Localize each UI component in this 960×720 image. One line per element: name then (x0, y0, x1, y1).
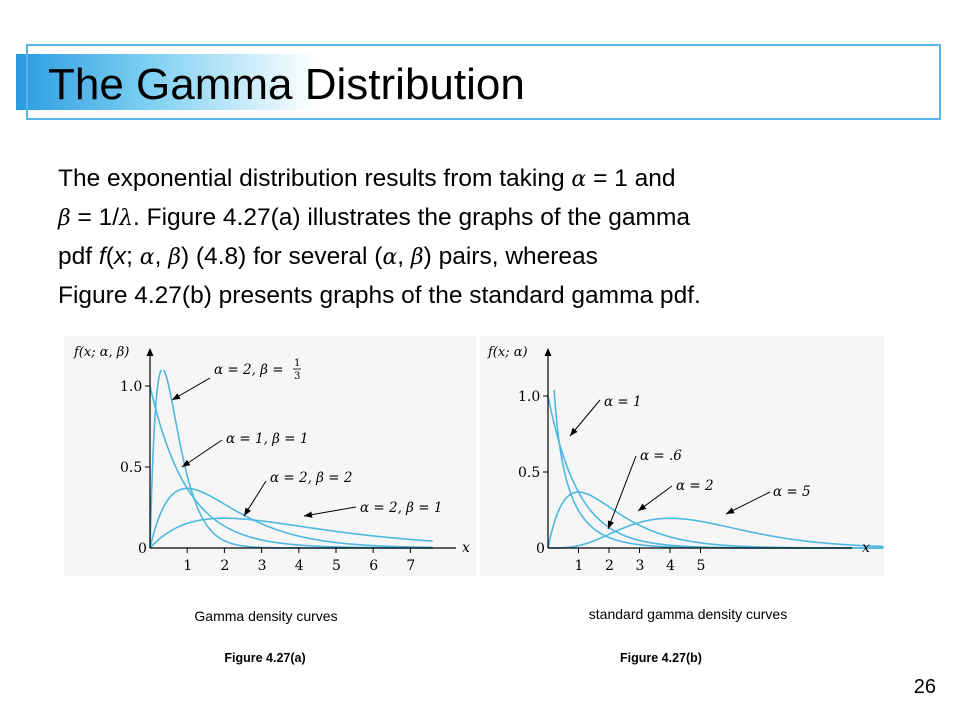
body-line-1: The exponential distribution results fro… (58, 160, 938, 199)
chartA-ytick-label-0: 0 (138, 541, 147, 557)
chartB-series-4 (548, 517, 884, 549)
text-run: ( (105, 243, 114, 270)
alpha-symbol: α (382, 245, 398, 270)
chartA-xtick-label-2: 2 (220, 558, 229, 574)
text-run: ) pairs, whereas (423, 243, 598, 270)
chart-b-annotation-4: α = 5 (773, 484, 811, 500)
chart-b-y-arrowhead (544, 348, 552, 356)
body-paragraph: The exponential distribution results fro… (58, 160, 938, 315)
text-run: ; (126, 243, 140, 270)
chart-a-annotation-2: α = 1, β = 1 (226, 431, 308, 447)
chartA-ytick-label-0.5: 0.5 (120, 460, 142, 476)
x-symbol: x (113, 243, 127, 270)
chart-b-annotation-2: α = .6 (640, 448, 682, 464)
text-run: , (397, 243, 411, 270)
text-run: pdf (58, 243, 99, 270)
body-line-2: β = 1/λ. Figure 4.27(a) illustrates the … (58, 199, 938, 238)
chart-b-arrow-3-head (638, 503, 647, 511)
lambda-symbol: λ (119, 206, 134, 231)
alpha-symbol: α (139, 245, 155, 270)
chart-a-curves (149, 369, 433, 549)
chart-b-figure-label: Figure 4.27(b) (620, 651, 702, 665)
chart-a-y-arrowhead (146, 348, 154, 356)
chartB-xtick-label-5: 5 (697, 558, 706, 574)
chartB-ytick-label-0: 0 (536, 541, 545, 557)
chartA-xtick-label-7: 7 (406, 558, 415, 574)
beta-symbol: β (168, 245, 181, 270)
chartA-xtick-label-6: 6 (369, 558, 378, 574)
chart-a-annotation-1: α = 2, β = (214, 362, 284, 378)
chart-a-panel: 1 2 3 4 5 6 7 0 0.5 1.0 f(x; α, β) x α = 2, β = 1… (64, 336, 476, 576)
chart-a-arrow-2 (181, 439, 223, 468)
text-run: , (154, 243, 169, 270)
chart-a-arrow-3-head (244, 507, 251, 516)
chartB-xtick-label-4: 4 (666, 558, 675, 574)
text-run: = 1 and (586, 165, 676, 192)
chart-b-caption: standard gamma density curves (588, 606, 788, 622)
chart-a-arrows (171, 377, 357, 518)
chart-b-annotation-3: α = 2 (676, 478, 714, 494)
chartB-xtick-label-1: 1 (575, 558, 584, 574)
chart-a-xlabel: x (462, 540, 470, 556)
chartB-xtick-label-3: 3 (636, 558, 645, 574)
chart-a-annotation-4: α = 2, β = 1 (360, 500, 442, 516)
chart-a-arrow-4 (303, 506, 357, 517)
chartA-series-4 (149, 487, 433, 549)
chart-b-panel: 1 2 3 4 5 0 0.5 1.0 f(x; α) x α = 1 α = .6 α = … (480, 336, 884, 576)
chart-a-caption: Gamma density curves (194, 608, 338, 624)
chartA-xtick-label-4: 4 (295, 558, 304, 574)
alpha-symbol: α (571, 167, 587, 192)
title-accent-bar (16, 54, 316, 110)
chart-b-arrow-2 (607, 455, 637, 530)
chart-b-annotation-1: α = 1 (604, 394, 642, 410)
chartB-ytick-label-1.0: 1.0 (518, 389, 540, 405)
chartB-xtick-label-2: 2 (605, 558, 614, 574)
chartA-xtick-label-5: 5 (332, 558, 341, 574)
chart-b-arrow-4 (725, 491, 771, 515)
title-frame (26, 44, 941, 120)
chartA-series-2 (149, 385, 433, 549)
chartA-xtick-label-1: 1 (183, 558, 192, 574)
f-symbol: f (98, 243, 106, 270)
chart-b-svg: 1 2 3 4 5 0 0.5 1.0 f(x; α) x α = 1 α = .6 α = … (487, 345, 884, 574)
chart-b-arrow-2-head (607, 520, 614, 529)
chart-b-arrows (569, 399, 771, 530)
chart-b-arrow-1-head (570, 427, 578, 436)
chart-a-arrow-1-head (172, 393, 181, 400)
chart-b-curves (547, 389, 884, 549)
slide-title: The Gamma Distribution (48, 60, 525, 109)
chartA-series-3 (149, 517, 433, 549)
text-run: . Figure 4.27(a) illustrates the graphs … (133, 204, 690, 231)
chartA-xtick-label-3: 3 (258, 558, 267, 574)
chart-a-annotation-1-num: 1 (294, 358, 300, 369)
chart-a-svg: 1 2 3 4 5 6 7 0 0.5 1.0 f(x; α, β) x α = 2, β = 1… (73, 345, 470, 574)
beta-symbol: β (58, 206, 71, 231)
slide-number: 26 (913, 676, 936, 698)
text-run: ) (4.8) for several ( (180, 243, 383, 270)
chart-a-arrow-2-head (182, 459, 191, 467)
chart-a-annotation-3: α = 2, β = 2 (270, 470, 352, 486)
chart-a-ylabel: f(x; α, β) (73, 345, 129, 360)
body-line-3: pdf f(x; α, β) (4.8) for several (α, β) … (58, 238, 938, 277)
text-run: = 1/ (70, 204, 120, 231)
chart-a-figure-label: Figure 4.27(a) (224, 651, 306, 665)
chart-a-annotation-1-den: 3 (294, 371, 300, 382)
chart-b-xlabel: x (862, 540, 870, 556)
chart-a-ticks: 1 2 3 4 5 6 7 0 0.5 1.0 (120, 379, 415, 574)
chart-b-ylabel: f(x; α) (487, 345, 528, 360)
text-run: The exponential distribution results fro… (58, 165, 572, 192)
chartB-series-1 (547, 395, 884, 549)
chart-b-ticks: 1 2 3 4 5 0 0.5 1.0 (518, 389, 705, 574)
beta-symbol: β (410, 245, 424, 270)
body-line-4: Figure 4.27(b) presents graphs of the st… (58, 282, 701, 309)
chartB-ytick-label-0.5: 0.5 (518, 465, 540, 481)
chart-b-arrow-4-head (726, 507, 735, 514)
chart-a-arrow-4-head (304, 511, 313, 518)
chartA-ytick-label-1.0: 1.0 (120, 379, 142, 395)
